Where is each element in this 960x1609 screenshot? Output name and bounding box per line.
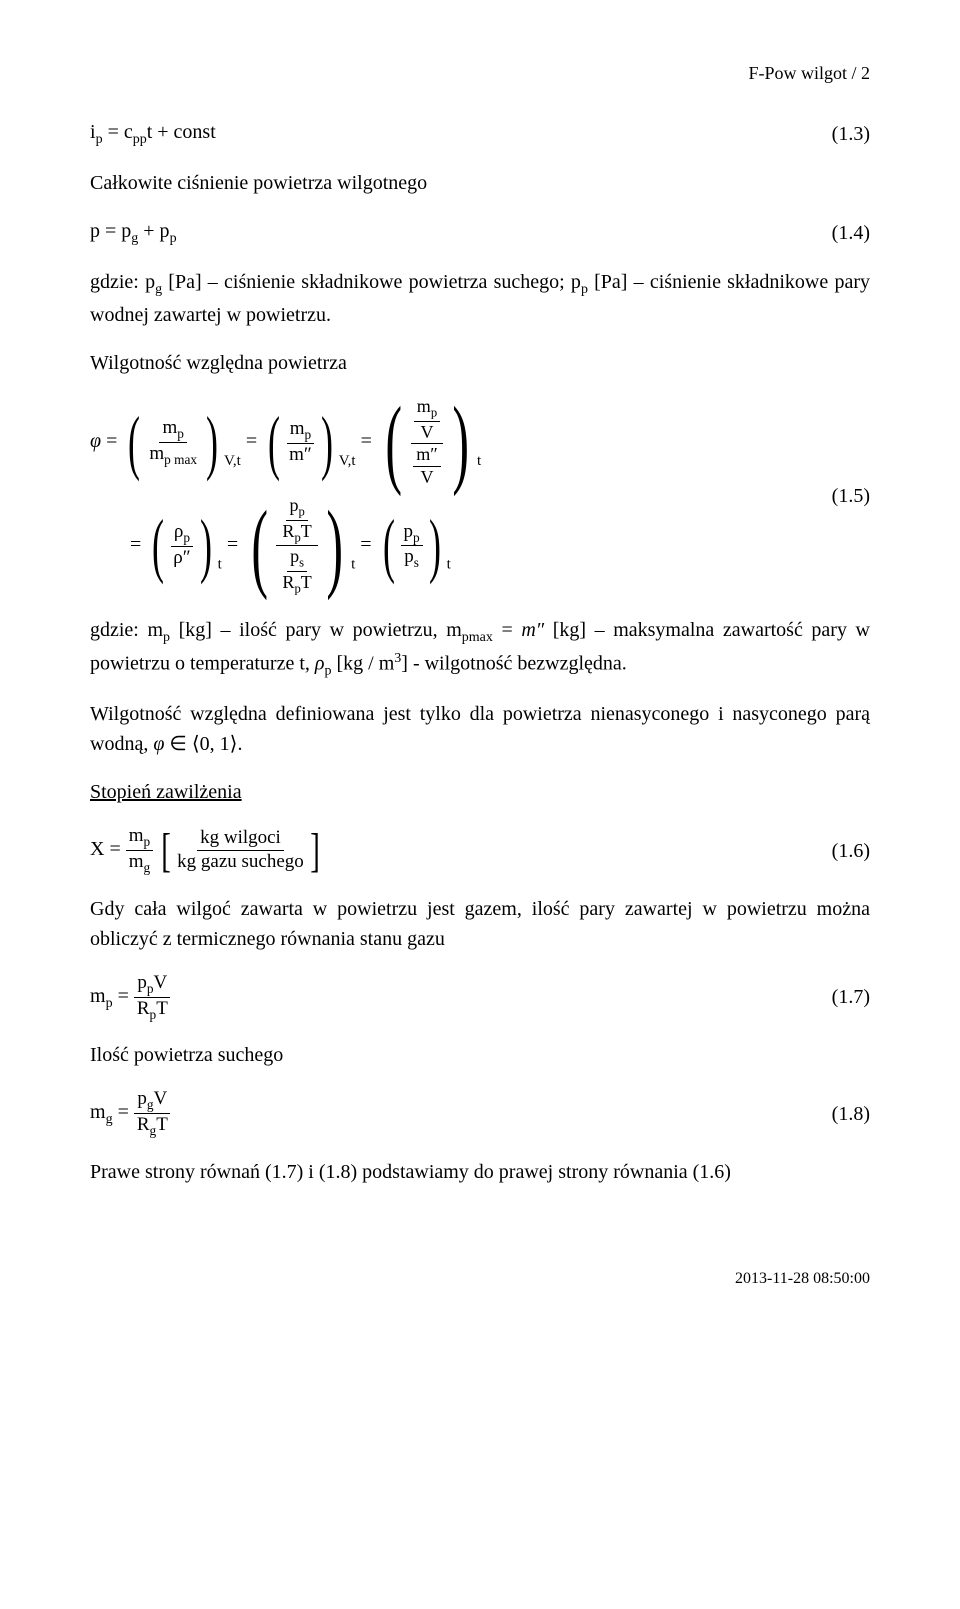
equation-1-4: p = pg + pp (1.4)	[90, 216, 870, 249]
eq17-number: (1.7)	[812, 982, 870, 1012]
section-stopien: Stopień zawilżenia	[90, 777, 870, 807]
para-phi-range: Wilgotność względna definiowana jest tyl…	[90, 699, 870, 759]
para-dry-air-amount: Ilość powietrza suchego	[90, 1040, 870, 1070]
eq16-number: (1.6)	[812, 836, 870, 866]
para-phi-range-dot: .	[237, 733, 242, 755]
eq18-number: (1.8)	[812, 1099, 870, 1129]
eq16-unit-top: kg wilgoci	[197, 827, 284, 851]
para-where-mp: gdzie: mp [kg] – ilość pary w powietrzu,…	[90, 615, 870, 682]
phi-symbol: φ	[90, 430, 101, 452]
equation-1-6: X = mpmg [ kg wilgocikg gazu suchego ] (…	[90, 825, 870, 876]
para-total-pressure: Całkowite ciśnienie powietrza wilgotnego	[90, 168, 870, 198]
eq18-body: mg = pgVRgT	[90, 1088, 171, 1139]
equation-1-8: mg = pgVRgT (1.8)	[90, 1088, 870, 1139]
page-header: F-Pow wilgot / 2	[90, 60, 870, 87]
eq16-body: X = mpmg [ kg wilgocikg gazu suchego ]	[90, 825, 323, 876]
para-relative-humidity: Wilgotność względna powietrza	[90, 348, 870, 378]
para-where-pg-pp: gdzie: pg [Pa] – ciśnienie składnikowe p…	[90, 267, 870, 330]
equation-1-3: ip = cppt + const (1.3)	[90, 117, 870, 150]
eq14-number: (1.4)	[812, 218, 870, 248]
equation-1-7: mp = ppVRpT (1.7)	[90, 972, 870, 1023]
eq13-body: ip = cppt + const	[90, 117, 216, 150]
eq15-number: (1.5)	[812, 481, 870, 511]
eq16-unit-bot: kg gazu suchego	[174, 851, 307, 874]
page-footer-timestamp: 2013-11-28 08:50:00	[90, 1267, 870, 1291]
eq13-number: (1.3)	[812, 119, 870, 149]
phi-range-expr: φ	[153, 733, 164, 755]
equation-1-5: φ = ( mpmp max )V,t = ( mpm″ )V,t = ( mp…	[90, 396, 870, 597]
eq17-body: mp = ppVRpT	[90, 972, 171, 1023]
eq14-body: p = pg + pp	[90, 216, 177, 249]
para-when-all-moisture: Gdy cała wilgoć zawarta w powietrzu jest…	[90, 894, 870, 954]
para-substitute: Prawe strony równań (1.7) i (1.8) podsta…	[90, 1157, 870, 1187]
